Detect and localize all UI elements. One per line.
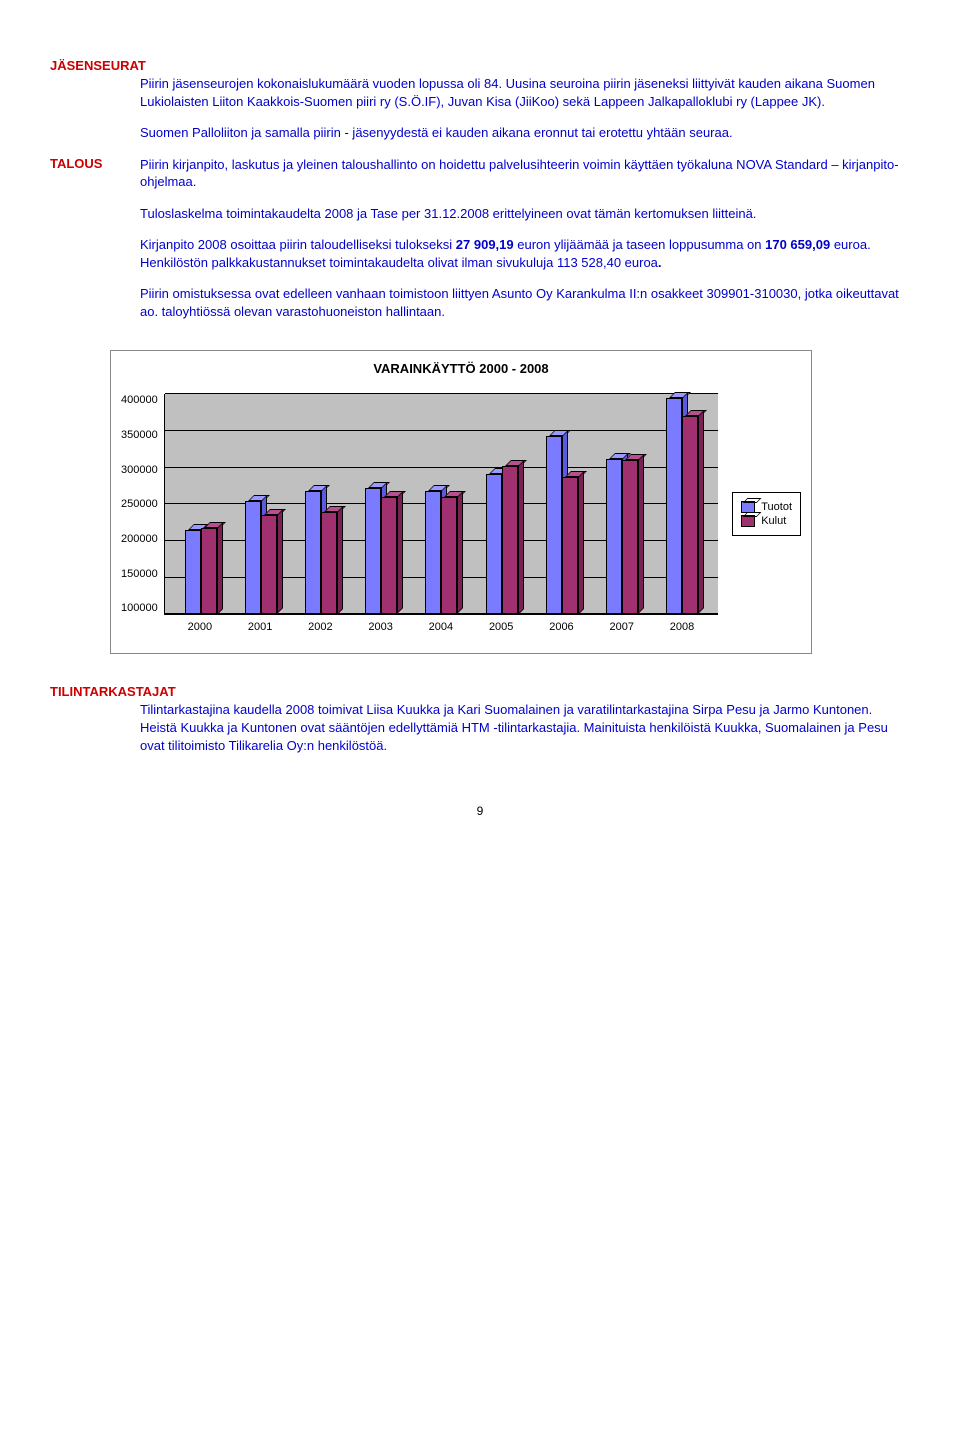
x-tick: 2008 bbox=[670, 621, 694, 633]
chart-plot bbox=[164, 394, 719, 615]
legend-label: Kulut bbox=[761, 515, 786, 527]
talous-p1: Piirin kirjanpito, laskutus ja yleinen t… bbox=[140, 156, 910, 191]
bar bbox=[201, 528, 217, 615]
x-tick: 2007 bbox=[609, 621, 633, 633]
page-number: 9 bbox=[50, 804, 910, 818]
gridline bbox=[165, 430, 719, 431]
bar-group bbox=[305, 491, 337, 614]
y-tick: 100000 bbox=[121, 602, 158, 614]
bar bbox=[486, 474, 502, 615]
bar-group bbox=[546, 436, 578, 614]
bar bbox=[546, 436, 562, 614]
y-tick: 250000 bbox=[121, 498, 158, 510]
bar-group bbox=[666, 398, 698, 614]
x-tick: 2003 bbox=[368, 621, 392, 633]
y-tick: 300000 bbox=[121, 464, 158, 476]
bar-group bbox=[425, 491, 457, 614]
heading-jasenseurat: JÄSENSEURAT bbox=[50, 58, 910, 73]
gridline bbox=[165, 393, 719, 394]
bar bbox=[381, 497, 397, 614]
chart-legend: Tuotot Kulut bbox=[732, 492, 801, 536]
talous-p2: Tuloslaskelma toimintakaudelta 2008 ja T… bbox=[140, 205, 910, 223]
bar bbox=[321, 512, 337, 615]
bar-group bbox=[185, 528, 217, 615]
heading-tilintarkastajat: TILINTARKASTAJAT bbox=[50, 684, 910, 699]
talous-p3a: Kirjanpito 2008 osoittaa piirin taloudel… bbox=[140, 237, 456, 252]
x-tick: 2005 bbox=[489, 621, 513, 633]
heading-talous: TALOUS bbox=[50, 156, 140, 171]
bar bbox=[425, 491, 441, 614]
legend-swatch bbox=[741, 515, 755, 527]
y-tick: 400000 bbox=[121, 394, 158, 406]
bar bbox=[682, 416, 698, 614]
bar-group bbox=[365, 488, 397, 614]
bar bbox=[365, 488, 381, 614]
bar bbox=[305, 491, 321, 614]
bar bbox=[622, 460, 638, 614]
bar bbox=[185, 530, 201, 614]
talous-p3c: euron ylijäämää ja taseen loppusumma on bbox=[514, 237, 765, 252]
bar bbox=[502, 466, 518, 615]
y-tick: 150000 bbox=[121, 568, 158, 580]
y-tick: 200000 bbox=[121, 533, 158, 545]
x-tick: 2004 bbox=[429, 621, 453, 633]
x-axis: 2000 2001 2002 2003 2004 2005 2006 2007 2008 bbox=[164, 621, 719, 633]
x-tick: 2000 bbox=[188, 621, 212, 633]
bar-group bbox=[606, 459, 638, 614]
x-tick: 2006 bbox=[549, 621, 573, 633]
bar-group bbox=[245, 501, 277, 615]
y-axis: 400000 350000 300000 250000 200000 150000 1000… bbox=[121, 394, 164, 614]
talous-p3: Kirjanpito 2008 osoittaa piirin taloudel… bbox=[140, 236, 910, 271]
bar bbox=[562, 477, 578, 615]
bar bbox=[245, 501, 261, 615]
bar bbox=[666, 398, 682, 614]
y-tick: 350000 bbox=[121, 429, 158, 441]
bar bbox=[441, 497, 457, 614]
chart-container: VARAINKÄYTTÖ 2000 - 2008 400000 350000 300… bbox=[110, 350, 812, 654]
jasenseurat-p2: Suomen Palloliiton ja samalla piirin - j… bbox=[140, 124, 910, 142]
x-tick: 2002 bbox=[308, 621, 332, 633]
talous-p4: Piirin omistuksessa ovat edelleen vanhaa… bbox=[140, 285, 910, 320]
talous-val1: 27 909,19 bbox=[456, 237, 514, 252]
talous-dot: . bbox=[658, 255, 662, 270]
legend-label: Tuotot bbox=[761, 501, 792, 513]
x-tick: 2001 bbox=[248, 621, 272, 633]
bar bbox=[261, 515, 277, 614]
chart-title: VARAINKÄYTTÖ 2000 - 2008 bbox=[121, 361, 801, 376]
legend-row: Kulut bbox=[741, 515, 792, 527]
bar bbox=[606, 459, 622, 614]
bar-group bbox=[486, 466, 518, 615]
talous-val2: 170 659,09 bbox=[765, 237, 830, 252]
jasenseurat-p1: Piirin jäsenseurojen kokonaislukumäärä v… bbox=[140, 75, 910, 110]
tilintarkastajat-p1: Tilintarkastajina kaudella 2008 toimivat… bbox=[140, 701, 910, 754]
